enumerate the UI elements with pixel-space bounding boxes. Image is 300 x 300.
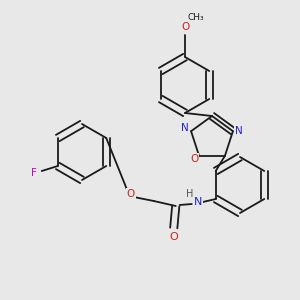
Text: CH₃: CH₃	[187, 13, 204, 22]
Text: O: O	[169, 232, 178, 242]
Text: N: N	[194, 197, 202, 207]
Text: N: N	[235, 126, 243, 136]
Text: O: O	[181, 22, 189, 32]
Text: F: F	[31, 168, 37, 178]
Text: O: O	[127, 189, 135, 199]
Text: O: O	[190, 154, 198, 164]
Text: N: N	[181, 123, 189, 133]
Text: H: H	[186, 189, 194, 199]
